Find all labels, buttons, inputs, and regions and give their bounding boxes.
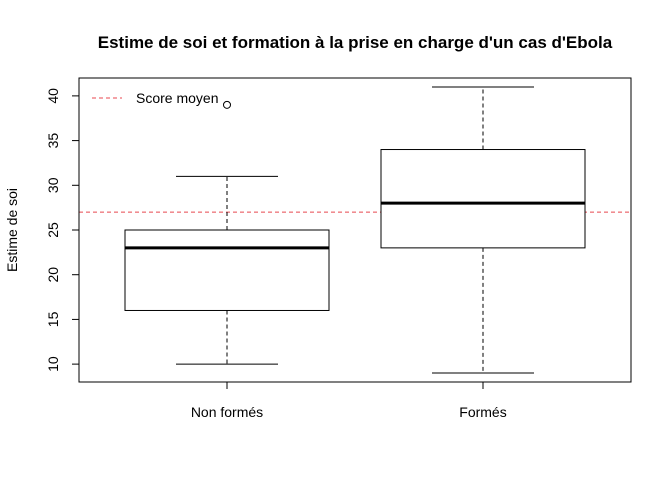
- x-axis: Non formés Formés: [191, 381, 507, 420]
- iqr-box: [380, 149, 586, 249]
- y-tick-label: 20: [45, 267, 61, 283]
- x-tick-label: Non formés: [191, 404, 263, 420]
- y-tick-label: 40: [45, 88, 61, 104]
- iqr-box: [124, 229, 330, 311]
- legend: Score moyen: [92, 90, 218, 106]
- y-tick-label: 35: [45, 133, 61, 149]
- outlier-point: [223, 100, 231, 109]
- y-tick-label: 30: [45, 177, 61, 193]
- x-tick-label: Formés: [459, 404, 506, 420]
- y-tick-label: 25: [45, 222, 61, 238]
- legend-label: Score moyen: [136, 90, 218, 106]
- y-axis-label: Estime de soi: [4, 188, 20, 272]
- y-tick-label: 10: [45, 356, 61, 372]
- y-axis: 10 15 20 25 30 35 40: [45, 88, 80, 372]
- chart-title: Estime de soi et formation à la prise en…: [98, 33, 613, 52]
- y-tick-label: 15: [45, 311, 61, 327]
- box-formes: [380, 86, 586, 374]
- box-non-formes: [124, 100, 330, 365]
